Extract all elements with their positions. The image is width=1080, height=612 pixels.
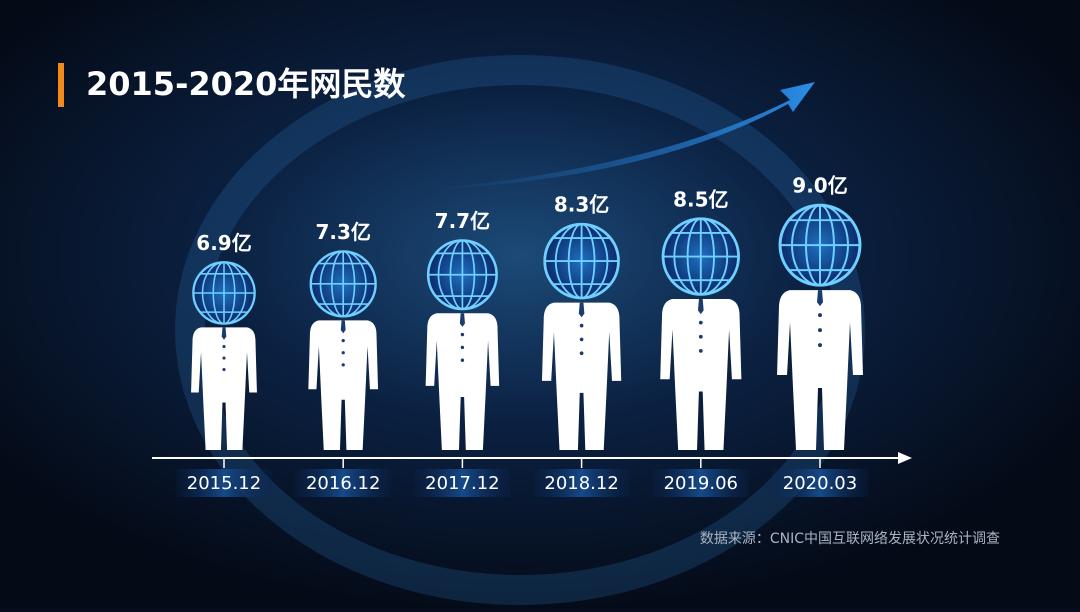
x-tick-label: 2018.12 (544, 473, 618, 494)
button (818, 328, 822, 333)
person-figure (777, 203, 863, 450)
tie (221, 327, 227, 340)
value-label: 6.9亿 (196, 231, 251, 255)
globe-line (673, 217, 729, 296)
button (818, 343, 822, 348)
globe-glow (175, 55, 865, 605)
person-figure (660, 217, 742, 450)
button (222, 345, 226, 349)
body (191, 327, 257, 450)
x-tick-label: 2016.12 (306, 473, 380, 494)
button (579, 351, 584, 356)
globe-line (201, 261, 247, 325)
label-box (176, 469, 272, 497)
axis-arrow (898, 452, 912, 464)
button (341, 363, 345, 367)
label-box (295, 469, 392, 497)
button (818, 313, 822, 318)
tie (578, 302, 585, 318)
chart-title: 2015-2020年网民数 (86, 65, 406, 103)
tie (697, 299, 704, 315)
body (308, 320, 379, 450)
body (541, 302, 622, 450)
label-box (772, 469, 868, 497)
tie (459, 313, 465, 327)
button (460, 345, 465, 350)
value-label: 9.0亿 (792, 174, 847, 198)
body (777, 290, 863, 450)
label-box (533, 469, 630, 497)
button (341, 351, 345, 355)
button (698, 334, 703, 339)
value-label: 8.3亿 (554, 193, 609, 217)
value-label: 8.5亿 (673, 187, 728, 211)
x-tick-label: 2017.12 (425, 473, 499, 494)
button (698, 320, 703, 325)
tie (817, 290, 823, 307)
globe-line (319, 250, 367, 318)
x-tick-label: 2020.03 (783, 473, 857, 494)
title-bar (58, 63, 64, 107)
person-figure (308, 250, 379, 450)
source: 数据来源：CNIC中国互联网络发展状况统计调查 (700, 531, 1000, 547)
label-box (652, 469, 749, 497)
button (579, 323, 584, 328)
x-tick-label: 2019.06 (664, 473, 738, 494)
button (579, 337, 584, 342)
button (460, 332, 465, 337)
button (222, 356, 226, 360)
globe-line (554, 223, 609, 299)
button (698, 349, 703, 353)
label-box (414, 469, 511, 497)
tie (340, 320, 346, 334)
x-tick-label: 2015.12 (187, 473, 261, 494)
value-label: 7.3亿 (315, 220, 370, 244)
body (425, 313, 500, 450)
person-figure (191, 261, 257, 450)
value-label: 7.7亿 (435, 209, 490, 233)
button (341, 338, 345, 343)
person-figure (425, 239, 500, 450)
body (660, 299, 742, 450)
person-figure (541, 222, 622, 450)
globe-line (791, 204, 849, 287)
button (460, 358, 465, 362)
globe-line (437, 239, 488, 310)
button (222, 368, 226, 372)
